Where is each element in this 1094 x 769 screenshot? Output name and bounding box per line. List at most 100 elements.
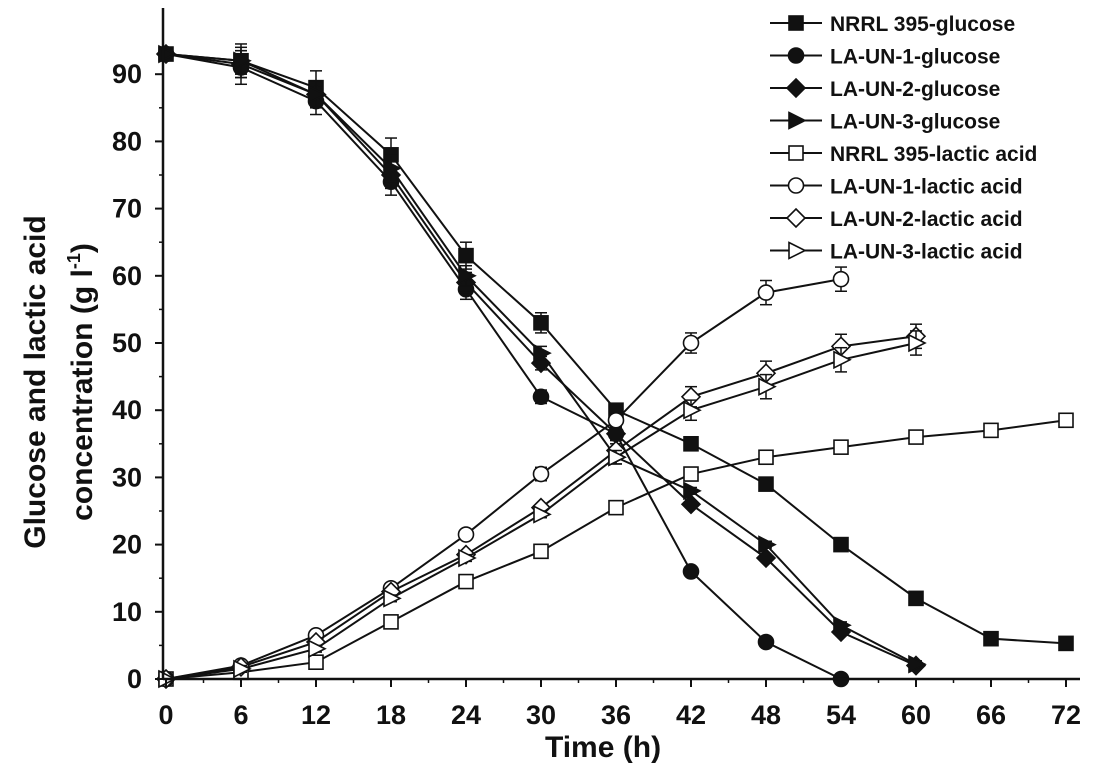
legend-item: LA-UN-2-glucose [770,77,1000,101]
y-axis-title-close: ) [66,243,99,253]
x-tick-label: 0 [158,700,173,730]
legend-item: NRRL 395-lactic acid [770,143,1037,166]
data-point [833,615,852,635]
y-axis-title: Glucose and lactic acid concentration (g… [19,215,99,548]
legend: NRRL 395-glucose LA-UN-1-glucose LA-UN-2-g… [770,13,1037,264]
legend-label: LA-UN-3-glucose [830,111,1000,134]
y-tick-label: 80 [112,126,142,156]
y-tick-label: 0 [127,664,142,694]
data-point [383,158,402,178]
data-point [680,494,702,515]
data-point [233,51,252,71]
data-point [908,429,924,445]
legend-label: NRRL 395-glucose [830,13,1015,36]
y-tick-label: 10 [112,597,142,627]
data-point [683,435,699,452]
data-point [833,536,849,553]
legend-item: LA-UN-2-lactic acid [770,207,1023,231]
data-point [832,270,850,288]
y-tick-label: 50 [112,328,142,358]
data-point [533,543,549,560]
x-tick-label: 18 [376,700,406,730]
data-point [383,614,399,630]
y-tick-label: 70 [112,194,142,224]
y-tick-label: 90 [112,59,142,89]
series-line [165,278,842,680]
x-tick-label: 72 [1051,700,1081,730]
legend-marker [787,177,805,194]
data-point [608,447,627,467]
data-point [758,535,777,554]
legend-marker [788,145,804,161]
legend-marker [788,241,807,260]
x-tick-label: 54 [826,700,856,730]
tick-labels: 0 6 12 18 24 30 36 42 48 54 60 66 72 0 10 20 30 40 50 60 70 8… [112,59,1081,730]
legend-item: NRRL 395-glucose [770,13,1015,36]
y-axis-title-line2: concentration (g l-1) [64,243,99,521]
legend-label: LA-UN-2-lactic acid [830,208,1023,231]
data-point [533,505,552,524]
data-point [458,548,477,568]
series-7 [155,323,927,690]
data-point [607,411,625,429]
series-4 [158,44,927,674]
data-point [683,466,699,482]
data-point [833,350,852,370]
legend-label: LA-UN-1-glucose [830,46,1000,69]
legend-marker [787,47,805,64]
data-point [457,526,475,543]
plot-area [155,43,1074,690]
data-point [458,573,474,590]
x-tick-label: 36 [601,700,631,730]
y-tick-label: 40 [112,395,142,425]
x-tick-label: 24 [451,700,481,730]
data-point [308,654,324,671]
legend-marker [788,111,807,130]
data-point [755,547,777,569]
data-point [758,476,774,492]
data-point [383,589,402,608]
legend-item: LA-UN-3-glucose [770,111,1000,134]
data-point [458,266,477,286]
data-point [1058,635,1074,652]
series-8 [158,330,927,689]
data-point [682,334,700,352]
x-tick-label: 66 [976,700,1006,730]
y-axis-title-main: concentration (g l [66,269,99,521]
x-tick-label: 42 [676,700,706,730]
data-point [833,439,849,455]
legend-label: NRRL 395-lactic acid [830,143,1037,166]
data-point [983,630,999,647]
x-axis-title: Time (h) [545,731,661,764]
data-point [758,449,774,466]
data-point [908,333,927,353]
series-2 [157,45,850,688]
data-point [758,377,777,396]
data-point [757,284,775,301]
axes [161,8,1080,681]
legend-marker [785,207,807,229]
data-point [1058,412,1074,429]
data-point [308,85,327,104]
legend-label: LA-UN-1-lactic acid [830,176,1023,199]
data-point [532,388,550,406]
data-point [533,315,549,331]
tick-marks [155,73,1067,687]
data-point [983,422,999,439]
x-tick-label: 12 [301,700,331,730]
y-tick-label: 20 [112,530,142,560]
x-tick-label: 60 [901,700,931,730]
legend-label: LA-UN-2-glucose [830,78,1000,101]
legend-label: LA-UN-3-lactic acid [830,241,1023,264]
series-line [165,53,842,680]
y-tick-label: 30 [112,462,142,492]
data-point [233,659,252,679]
legend-item: LA-UN-1-glucose [770,46,1000,69]
data-point [458,247,474,264]
data-point [682,563,700,580]
legend-marker [788,15,804,31]
data-point [908,654,927,674]
y-axis-title-superscript: -1 [64,253,84,269]
data-point [533,343,552,363]
